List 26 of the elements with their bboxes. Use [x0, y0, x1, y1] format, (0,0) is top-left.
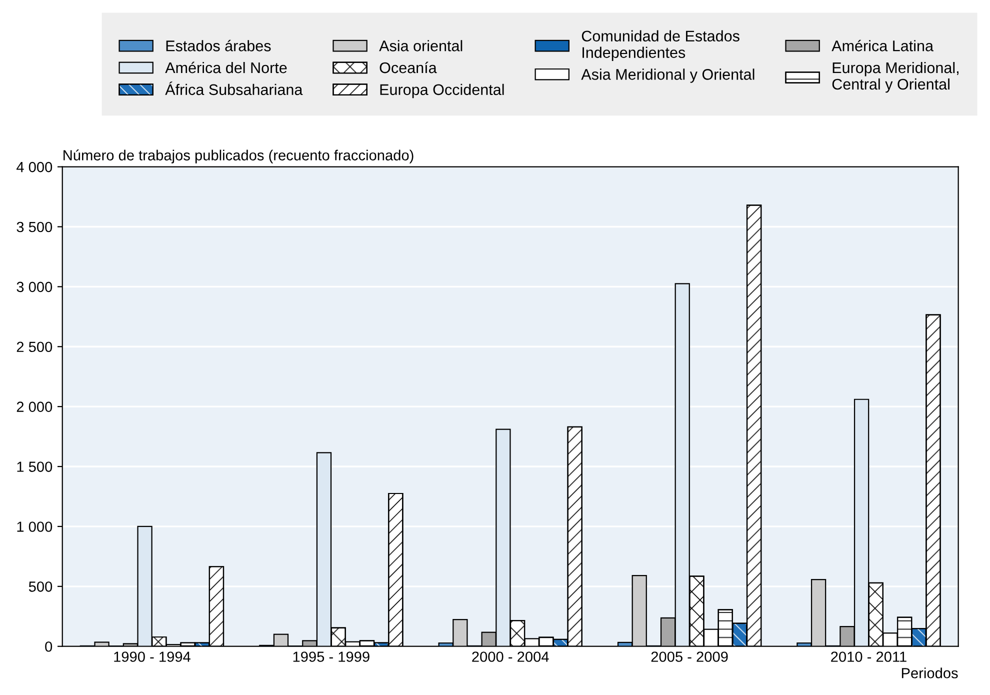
y-tick-label: 0	[45, 641, 52, 652]
x-tick-label: 1990 - 1994	[114, 652, 190, 662]
y-tick-label: 2 500	[16, 342, 52, 352]
y-tick-label: 3 500	[16, 222, 52, 232]
y-tick-label: 3 000	[16, 282, 52, 292]
legend-label: Oceanía	[380, 62, 437, 74]
legend-label: América del Norte	[165, 62, 287, 74]
legend-label: Estados árabes	[166, 40, 271, 52]
legend-label: Europa Meridional, Central y Oriental	[832, 62, 958, 93]
y-tick-label: 2 000	[16, 402, 52, 412]
y-tick-label: 4 000	[16, 162, 52, 172]
x-tick-label: 2005 - 2009	[651, 652, 728, 662]
y-axis-title: Número de trabajos publicados (recuento fraccionado)	[64, 150, 414, 164]
legend-label: Comunidad de Estados Independientes	[582, 30, 740, 61]
y-tick-label: 1 000	[17, 522, 52, 532]
x-tick-label: 1995 - 1999	[293, 652, 370, 662]
legend-label: Asia Meridional y Oriental	[581, 68, 754, 83]
legend-label: África Subsahariana	[165, 82, 303, 96]
legend-label: América Latina	[832, 40, 934, 52]
y-tick-label: 1 500	[17, 462, 52, 472]
x-tick-label: 2010 - 2011	[831, 652, 906, 662]
y-tick-label: 500	[28, 582, 52, 592]
legend-label: Asia oriental	[379, 40, 462, 52]
x-axis-title: Periodos	[902, 668, 958, 678]
legend-label: Europa Occidental	[380, 84, 504, 98]
x-tick-label: 2000 - 2004	[472, 652, 549, 662]
